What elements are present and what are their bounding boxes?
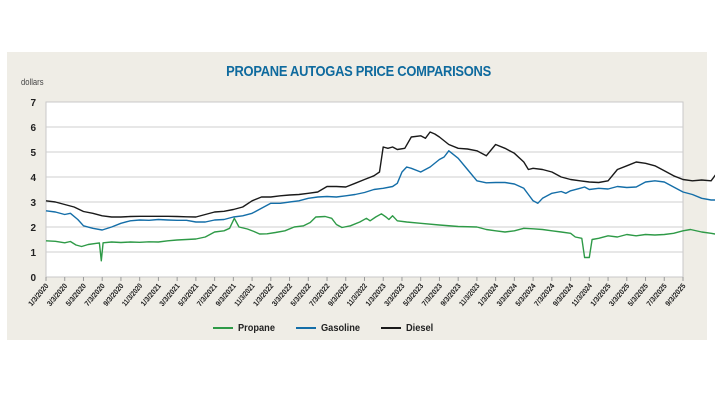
legend-label: Gasoline: [321, 322, 361, 334]
y-tick-label: 6: [30, 123, 36, 134]
legend-swatch: [296, 327, 316, 329]
y-tick-label: 4: [30, 173, 36, 184]
y-tick-label: 3: [30, 198, 36, 209]
gridlines: [46, 126, 683, 253]
y-tick-labels: 0 1 2 3 4 5 6 7: [30, 98, 36, 284]
legend-item-gasoline: Gasoline: [296, 322, 365, 334]
x-tick-labels: 1/3/20203/3/20205/3/20207/3/20209/3/2020…: [26, 277, 688, 308]
legend-label: Diesel: [406, 322, 434, 334]
legend-swatch: [381, 327, 401, 329]
series-line-propane: [45, 213, 715, 262]
legend-swatch: [213, 327, 233, 329]
y-tick-label: 5: [30, 148, 36, 159]
series-lines: [45, 131, 715, 262]
y-tick-label: 2: [30, 223, 36, 234]
series-line-diesel: [45, 131, 715, 218]
chart-title: PROPANE AUTOGAS PRICE COMPARISONS: [226, 63, 491, 80]
y-tick-label: 0: [30, 273, 36, 284]
legend-item-propane: Propane: [213, 322, 280, 334]
y-tick-label: 1: [30, 248, 36, 259]
plot-area: [45, 101, 684, 278]
y-axis-label: dollars: [21, 77, 44, 87]
x-tick-label: 9/3/2025: [663, 282, 687, 308]
legend-item-diesel: Diesel: [381, 322, 437, 334]
y-tick-label: 7: [30, 98, 36, 109]
series-line-gasoline: [45, 150, 715, 231]
legend-label: Propane: [238, 322, 275, 334]
